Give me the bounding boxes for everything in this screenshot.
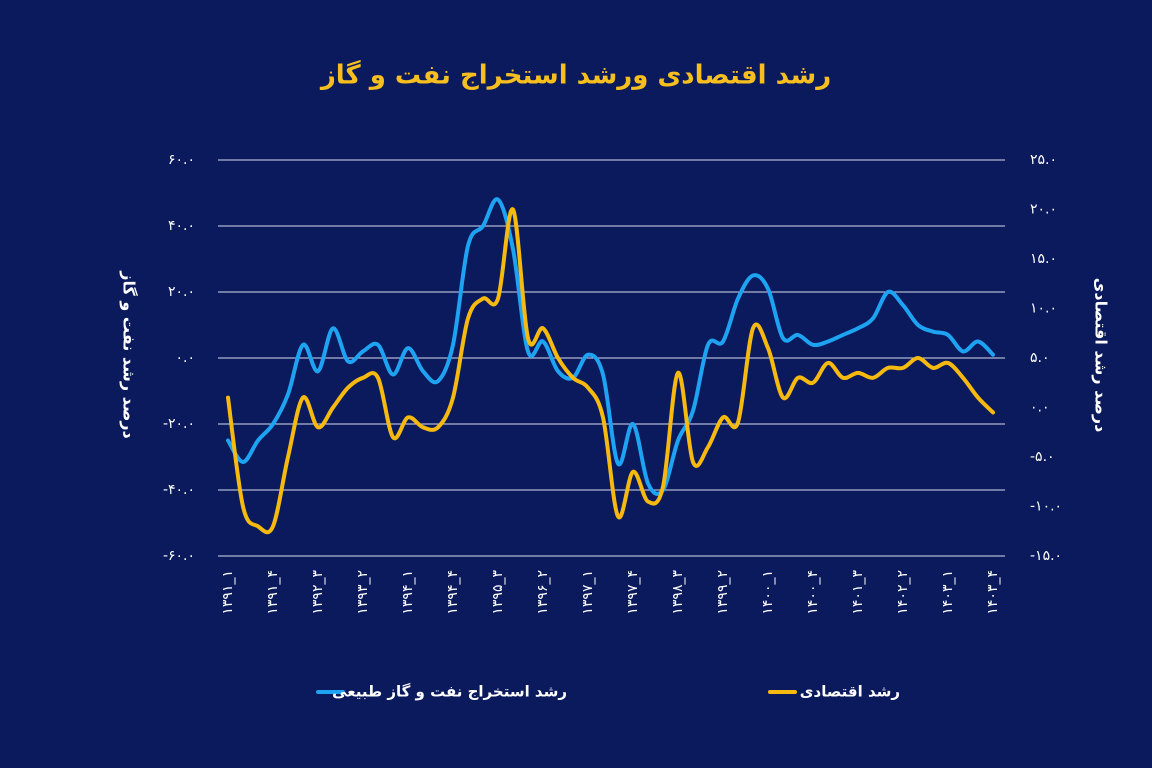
y2-tick-label: ۱۰.۰ <box>1030 301 1057 317</box>
y-tick-label: -۴۰.۰ <box>163 482 195 498</box>
y2-tick-label: ۵.۰ <box>1030 350 1050 366</box>
x-tick-label: ۱۴۰۳_۱ <box>940 570 956 615</box>
x-tick-label: ۱۳۹۵_۳ <box>490 570 506 615</box>
y-tick-label: -۶۰.۰ <box>163 548 195 564</box>
series-line <box>226 207 995 535</box>
x-tick-label: ۱۳۹۲_۳ <box>310 570 326 615</box>
y2-tick-label: -۱۰.۰ <box>1030 499 1062 515</box>
x-tick-label: ۱۴۰۳_۴ <box>985 570 1001 615</box>
x-tick-label: ۱۴۰۰_۱ <box>760 570 776 615</box>
x-tick-label: ۱۳۹۱_۱ <box>220 570 236 615</box>
chart-title: رشد اقتصادی ورشد استخراج نفت و گاز <box>319 60 831 91</box>
y2-tick-label: -۵.۰ <box>1030 449 1055 465</box>
x-tick-label: ۱۳۹۹_۲ <box>715 570 731 615</box>
y-tick-label: ۰.۰ <box>176 350 196 366</box>
x-tick-label: ۱۴۰۱_۳ <box>850 570 866 615</box>
y-tick-label: -۲۰.۰ <box>163 416 195 432</box>
x-tick-label: ۱۳۹۶_۲ <box>535 570 551 615</box>
x-tick-label: ۱۳۹۸_۳ <box>670 570 686 615</box>
legend-label: رشد اقتصادی <box>800 683 900 701</box>
x-tick-label: ۱۴۰۰_۴ <box>805 570 821 615</box>
y2-tick-label: -۱۵.۰ <box>1030 548 1062 564</box>
series-line <box>226 197 995 496</box>
y-tick-label: ۴۰.۰ <box>168 218 195 234</box>
y-tick-label: ۶۰.۰ <box>168 152 195 168</box>
x-tick-label: ۱۳۹۴_۱ <box>400 570 416 615</box>
x-tick-label: ۱۳۹۴_۴ <box>445 570 461 615</box>
y-tick-label: ۲۰.۰ <box>168 284 195 300</box>
x-tick-label: ۱۴۰۲_۲ <box>895 570 911 615</box>
y-axis-title: درصد رشد نفت و گاز <box>120 270 139 439</box>
y2-tick-label: ۰.۰ <box>1030 400 1050 416</box>
y2-tick-label: ۲۰.۰ <box>1030 202 1057 218</box>
x-tick-label: ۱۳۹۳_۲ <box>355 570 371 615</box>
y2-axis-title: درصد رشد اقتصادی <box>1092 278 1111 433</box>
legend-label: رشد استخراج نفت و گاز طبیعی <box>332 683 567 701</box>
y2-tick-label: ۲۵.۰ <box>1030 152 1057 168</box>
x-tick-label: ۱۳۹۱_۴ <box>265 570 281 615</box>
y2-tick-label: ۱۵.۰ <box>1030 251 1057 267</box>
x-tick-label: ۱۳۹۷_۱ <box>580 570 596 615</box>
x-tick-label: ۱۳۹۷_۴ <box>625 570 641 615</box>
